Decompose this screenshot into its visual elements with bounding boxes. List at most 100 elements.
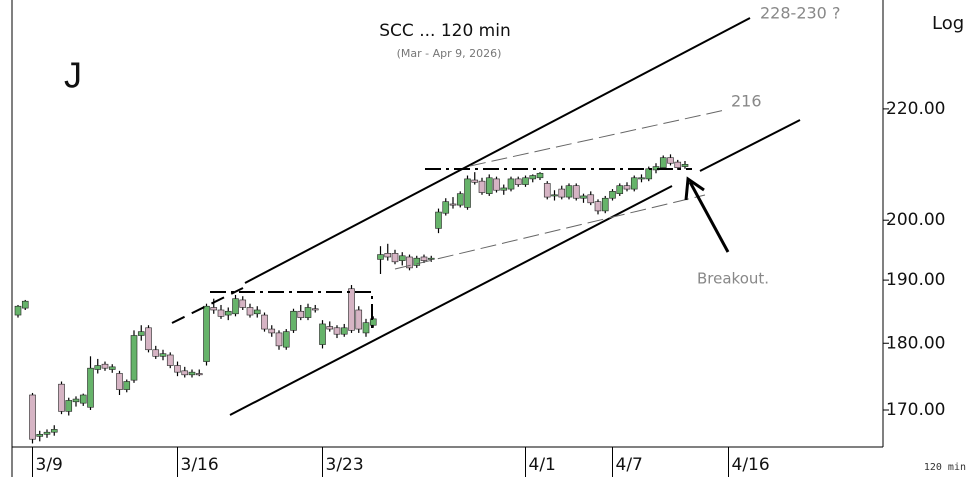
candle-body xyxy=(253,309,261,315)
candle-body xyxy=(500,187,508,191)
candle-body xyxy=(217,309,225,317)
chart-title: SCC ... 120 min xyxy=(379,21,510,41)
x-tick-label: 4/1 xyxy=(529,455,556,475)
candle-body xyxy=(181,370,189,376)
candle-body xyxy=(471,179,479,183)
candle-body xyxy=(282,331,290,348)
candle-body xyxy=(72,398,80,403)
candle-body xyxy=(152,349,160,357)
candle-body xyxy=(275,332,283,347)
candle-body xyxy=(435,211,442,229)
candle-body xyxy=(326,326,334,330)
candle-body xyxy=(442,201,450,214)
candle-body xyxy=(667,157,674,164)
candle-body xyxy=(166,354,174,366)
candle-body xyxy=(493,178,500,191)
candle-body xyxy=(50,429,58,433)
candle-body xyxy=(348,288,355,331)
candle-body xyxy=(659,157,667,168)
candle-body xyxy=(94,365,102,370)
candles xyxy=(14,154,689,444)
candle-body xyxy=(232,298,239,315)
candle-body xyxy=(224,310,232,316)
candle-body xyxy=(87,367,94,408)
candle-body xyxy=(21,300,29,309)
candle-body xyxy=(522,177,529,185)
arrow-shaft xyxy=(688,181,730,253)
candle-body xyxy=(558,188,566,198)
candle-body xyxy=(319,323,326,345)
candle-body xyxy=(304,307,312,318)
candle-body xyxy=(101,363,109,369)
candle-body xyxy=(65,400,73,412)
candle-body xyxy=(195,373,203,376)
candle-body xyxy=(551,194,558,197)
candle-body xyxy=(261,314,268,330)
candle-body xyxy=(188,371,196,376)
candle-body xyxy=(297,310,305,318)
candle-body xyxy=(601,197,609,212)
candle-body xyxy=(384,253,392,258)
candle-body xyxy=(137,331,145,336)
candle-body xyxy=(79,394,87,404)
y-tick-label: 200.00 xyxy=(886,210,945,230)
y-tick-label: 180.00 xyxy=(886,333,945,353)
x-axis-label: 120 min xyxy=(924,462,966,473)
candle-body xyxy=(681,164,689,167)
candle-body xyxy=(369,318,377,326)
x-tick-label: 4/7 xyxy=(616,455,643,475)
arrow-head xyxy=(684,176,705,201)
scale-label: Log xyxy=(932,13,964,34)
candle-body xyxy=(580,195,587,199)
candle-body xyxy=(362,322,370,334)
candle-body xyxy=(58,383,65,412)
candle-body xyxy=(630,177,638,190)
candle-body xyxy=(145,327,152,351)
candle-body xyxy=(290,310,297,331)
candle-body xyxy=(623,185,631,190)
candle-body xyxy=(529,175,537,180)
candle-body xyxy=(427,257,435,260)
candle-body xyxy=(377,254,384,260)
candle-body xyxy=(413,257,421,266)
candle-body xyxy=(587,194,595,204)
candle-body xyxy=(565,185,573,198)
candle-body xyxy=(594,201,602,212)
candle-body xyxy=(239,299,247,308)
candle-body xyxy=(311,308,319,311)
candle-body xyxy=(174,365,181,373)
y-tick-label: 220.00 xyxy=(886,99,945,119)
y-tick-label: 170.00 xyxy=(886,400,945,420)
candle-body xyxy=(464,178,471,208)
breakout-label: Breakout. xyxy=(697,270,769,288)
candle-body xyxy=(246,307,254,316)
resistance-1 xyxy=(210,291,373,332)
upper-channel-ext xyxy=(171,287,244,324)
candle-body xyxy=(478,180,486,193)
candle-body xyxy=(638,177,645,180)
candle-body xyxy=(536,172,544,179)
candle-body xyxy=(572,185,580,199)
candle-body xyxy=(674,161,682,168)
candle-body xyxy=(449,203,457,206)
candle-body xyxy=(543,183,551,198)
candle-body xyxy=(210,307,218,311)
candle-body xyxy=(123,381,131,390)
candle-body xyxy=(406,256,413,269)
lower-channel-ext xyxy=(699,119,801,172)
candle-body xyxy=(333,327,341,335)
candle-body xyxy=(130,335,138,381)
candle-body xyxy=(116,373,123,390)
candle-body xyxy=(485,177,493,194)
chart-subtitle: (Mar - Apr 9, 2026) xyxy=(397,47,502,60)
candle-body xyxy=(391,253,399,263)
candle-body xyxy=(36,434,44,437)
upper-channel xyxy=(244,17,751,284)
support-line xyxy=(394,194,706,270)
x-tick-label: 3/16 xyxy=(181,455,219,475)
candle-body xyxy=(268,328,276,334)
candle-body xyxy=(203,305,210,362)
candle-body xyxy=(43,431,51,435)
